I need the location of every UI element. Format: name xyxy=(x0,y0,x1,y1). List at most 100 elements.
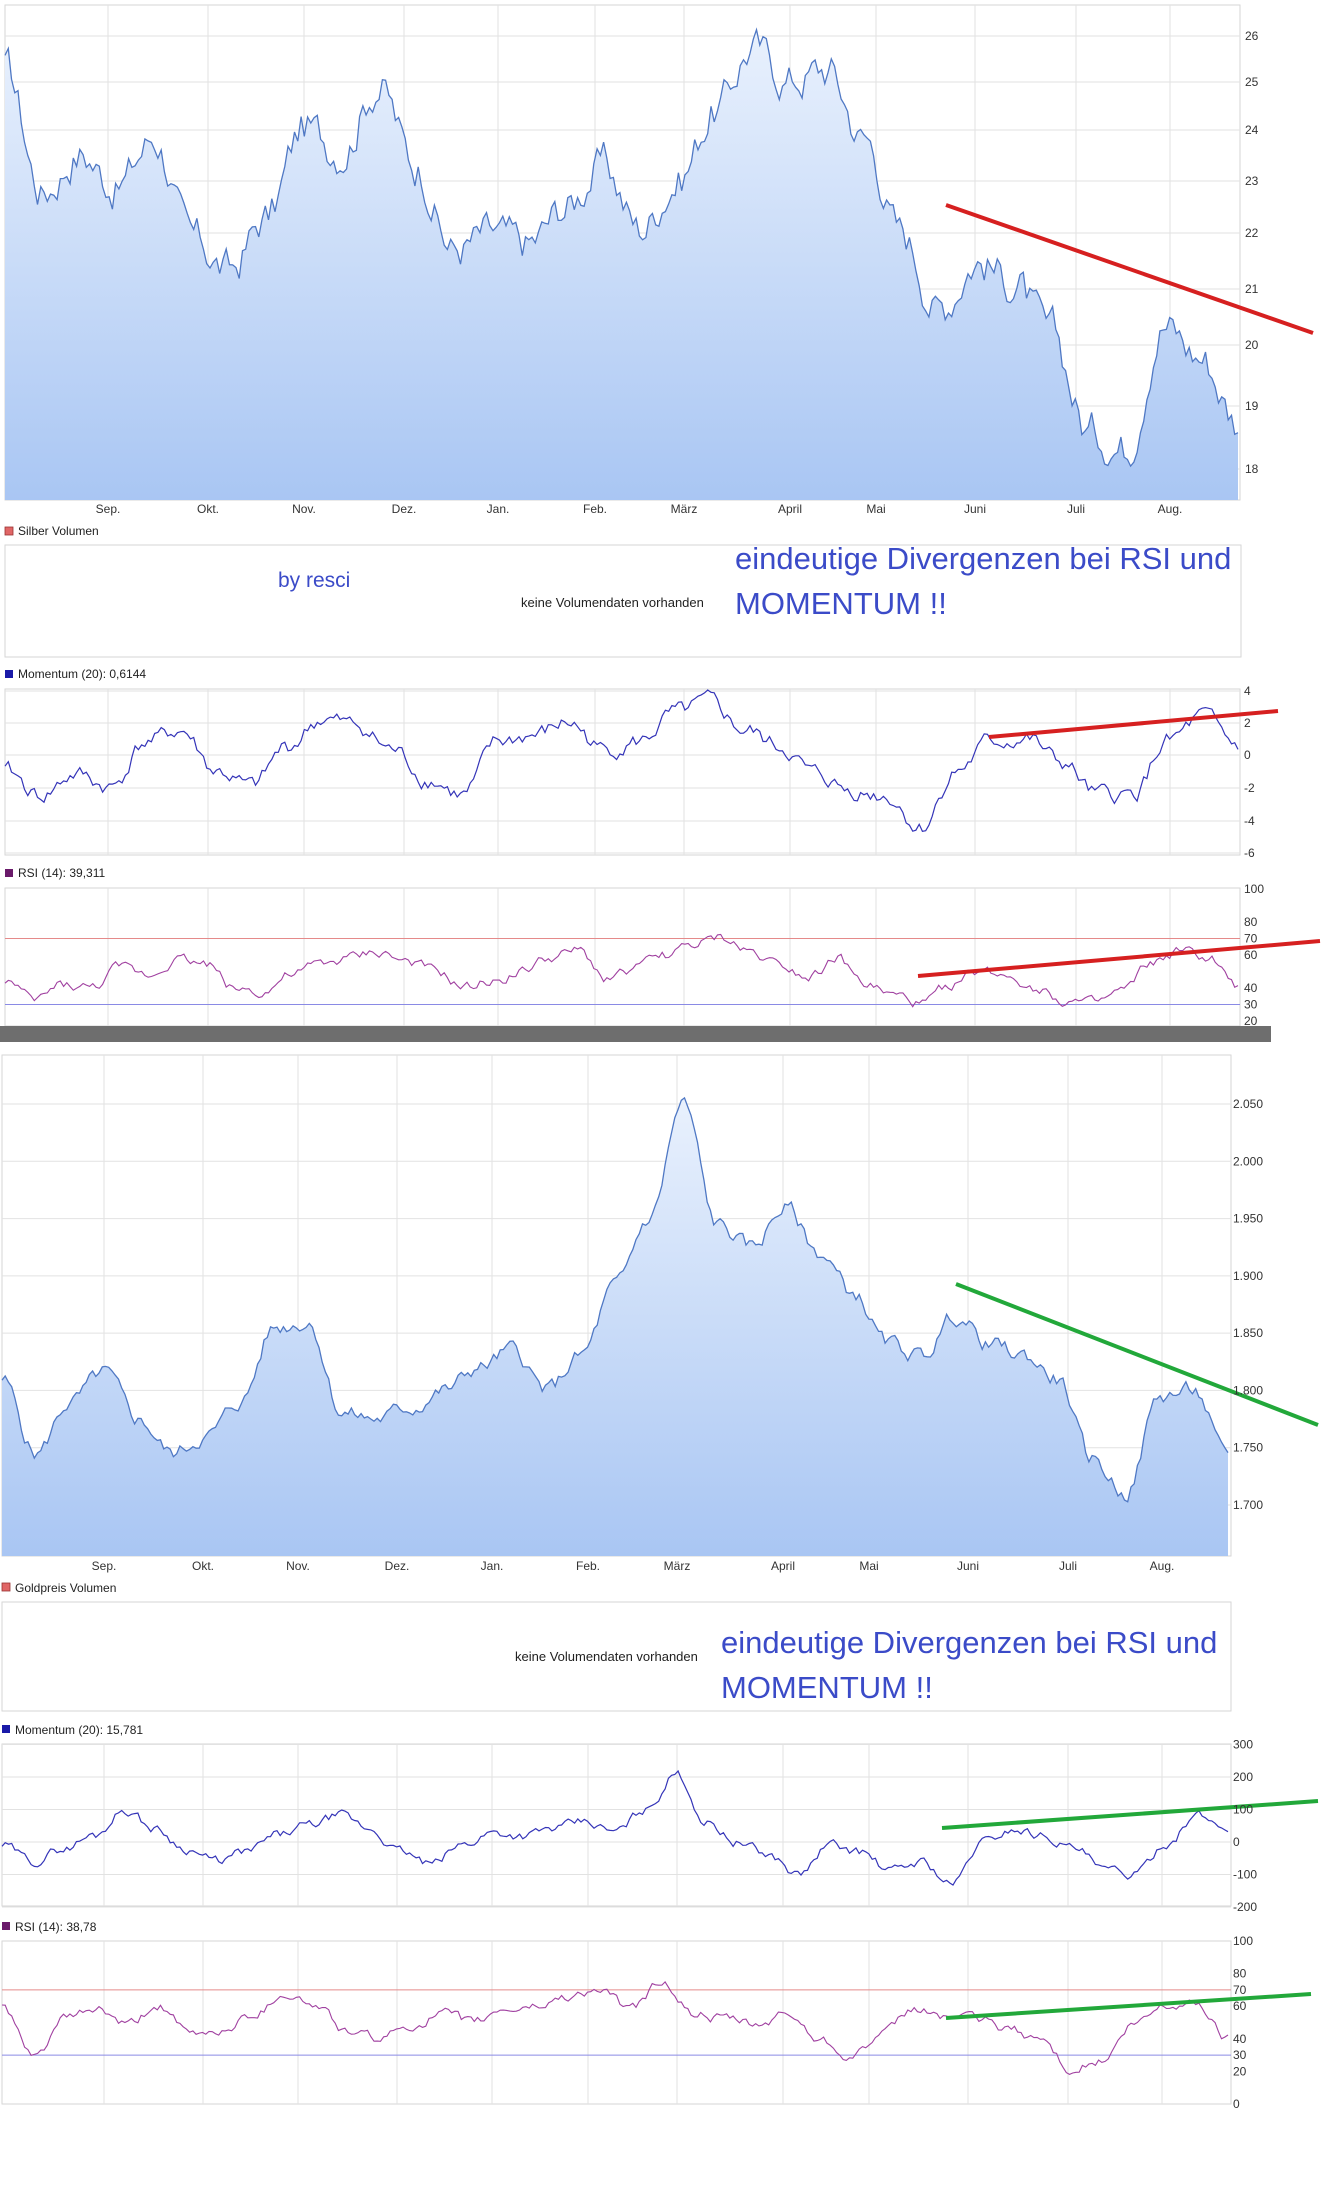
axis-tick-label: 1.800 xyxy=(1233,1383,1263,1397)
axis-tick-label: 70 xyxy=(1233,1983,1247,1997)
silver-price-panel xyxy=(4,4,1314,501)
silver-rsi-axis: 100 80 70 60 40 30 20 xyxy=(1244,882,1264,1028)
gold-volume-panel xyxy=(1,1601,1232,1712)
axis-tick-label: 30 xyxy=(1244,998,1258,1012)
silver-rsi-trendline xyxy=(917,939,1321,978)
gold-momentum-line xyxy=(1,1769,1229,1886)
silver-annotation-line2: MOMENTUM !! xyxy=(735,586,947,621)
month-tick-label: Okt. xyxy=(197,502,219,516)
axis-tick-label: 70 xyxy=(1244,932,1258,946)
axis-tick-label: -200 xyxy=(1233,1900,1257,1914)
axis-tick-label: 100 xyxy=(1233,1934,1253,1948)
gold-price-panel xyxy=(1,1054,1319,1557)
silver-momentum-line xyxy=(4,689,1239,832)
author-note: by resci xyxy=(278,569,350,592)
axis-tick-label: 18 xyxy=(1245,462,1259,476)
silver-rsi-panel xyxy=(4,887,1321,1027)
gold-rsi-axis: 100 80 70 60 40 30 20 0 xyxy=(1233,1934,1253,2111)
silver-rsi-label: RSI (14): 39,311 xyxy=(18,866,105,880)
silver-rsi-legend-swatch xyxy=(5,869,13,877)
gold-no-volume-text: keine Volumendaten vorhanden xyxy=(515,1649,698,1664)
plot-frame xyxy=(1,1743,1232,1907)
axis-tick-label: -100 xyxy=(1233,1868,1257,1882)
month-tick-label: Nov. xyxy=(286,1559,310,1573)
axis-tick-label: -4 xyxy=(1244,814,1255,828)
axis-tick-label: 40 xyxy=(1233,2032,1247,2046)
axis-tick-label: 80 xyxy=(1244,915,1258,929)
month-tick-label: April xyxy=(771,1559,795,1573)
month-tick-label: Jan. xyxy=(481,1559,504,1573)
axis-tick-label: 80 xyxy=(1233,1967,1247,1981)
month-tick-label: Feb. xyxy=(583,502,607,516)
axis-tick-label: 40 xyxy=(1244,981,1258,995)
silver-momentum-axis: 4 2 0 -2 -4 -6 xyxy=(1244,684,1255,860)
axis-tick-label: 20 xyxy=(1233,2064,1247,2078)
silver-no-volume-text: keine Volumendaten vorhanden xyxy=(521,595,704,610)
gold-volume-label: Goldpreis Volumen xyxy=(15,1581,116,1595)
gold-volume-legend-swatch xyxy=(1,1582,11,1592)
axis-tick-label: 23 xyxy=(1245,174,1259,188)
axis-tick-label: 0 xyxy=(1233,1835,1240,1849)
axis-tick-label: 25 xyxy=(1245,75,1259,89)
axis-tick-label: 200 xyxy=(1233,1770,1253,1784)
gold-rsi-trendline xyxy=(945,1992,1312,2020)
axis-tick-label: 60 xyxy=(1244,948,1258,962)
axis-tick-label: 1.850 xyxy=(1233,1326,1263,1340)
silver-price-axis: 26 25 24 23 22 21 20 19 18 xyxy=(1245,29,1259,476)
axis-tick-label: 1.950 xyxy=(1233,1212,1263,1226)
month-tick-label: Mai xyxy=(866,502,885,516)
plot-frame xyxy=(4,887,1241,1027)
axis-tick-label: 1.700 xyxy=(1233,1498,1263,1512)
silver-month-axis: Sep. Okt. Nov. Dez. Jan. Feb. März April Mai Juni… xyxy=(96,502,1183,516)
silver-momentum-legend-swatch xyxy=(5,670,13,678)
axis-tick-label: 21 xyxy=(1245,282,1259,296)
gold-price-axis: 2.050 2.000 1.950 1.900 1.850 1.800 1.750 1.700 xyxy=(1233,1097,1263,1512)
gold-rsi-line xyxy=(1,1981,1229,2076)
axis-tick-label: 300 xyxy=(1233,1738,1253,1752)
gold-momentum-legend-swatch xyxy=(2,1725,10,1733)
month-tick-label: Aug. xyxy=(1150,1559,1175,1573)
axis-tick-label: 22 xyxy=(1245,226,1259,240)
gold-momentum-panel xyxy=(1,1743,1319,1908)
axis-tick-label: 0 xyxy=(1233,2097,1240,2111)
month-tick-label: Okt. xyxy=(192,1559,214,1573)
axis-tick-label: 24 xyxy=(1245,123,1259,137)
month-tick-label: Juni xyxy=(964,502,986,516)
axis-tick-label: 4 xyxy=(1244,684,1251,698)
plot-frame xyxy=(1,1940,1232,2105)
month-tick-label: Mai xyxy=(859,1559,878,1573)
gold-momentum-trendline xyxy=(941,1799,1319,1830)
month-tick-label: Sep. xyxy=(96,502,121,516)
plot-frame xyxy=(4,688,1241,856)
axis-tick-label: 2.050 xyxy=(1233,1097,1263,1111)
month-tick-label: Dez. xyxy=(392,502,417,516)
silver-momentum-trendline xyxy=(988,709,1279,739)
silver-annotation-line1: eindeutige Divergenzen bei RSI und xyxy=(735,541,1231,576)
gold-rsi-legend-swatch xyxy=(2,1922,10,1930)
axis-tick-label: 19 xyxy=(1245,399,1259,413)
chart-separator xyxy=(0,1026,1271,1042)
axis-tick-label: 20 xyxy=(1244,1014,1258,1028)
axis-tick-label: -2 xyxy=(1244,781,1255,795)
axis-tick-label: 1.900 xyxy=(1233,1269,1263,1283)
silver-volume-label: Silber Volumen xyxy=(18,524,99,538)
axis-tick-label: 2.000 xyxy=(1233,1154,1263,1168)
gold-momentum-axis: 300 200 100 0 -100 -200 xyxy=(1233,1738,1257,1915)
silver-momentum-panel xyxy=(4,688,1279,856)
month-tick-label: März xyxy=(664,1559,691,1573)
silver-momentum-label: Momentum (20): 0,6144 xyxy=(18,667,146,681)
gold-price-area xyxy=(2,1097,1228,1556)
month-tick-label: Jan. xyxy=(487,502,510,516)
silver-rsi-line xyxy=(4,933,1239,1008)
month-tick-label: April xyxy=(778,502,802,516)
gold-month-axis: Sep. Okt. Nov. Dez. Jan. Feb. März April Mai Juni… xyxy=(92,1559,1175,1573)
gold-annotation-line1: eindeutige Divergenzen bei RSI und xyxy=(721,1625,1217,1660)
silver-price-trendline xyxy=(945,203,1314,335)
gold-price-trendline xyxy=(955,1282,1319,1427)
gold-rsi-label: RSI (14): 38,78 xyxy=(15,1920,97,1934)
month-tick-label: Juli xyxy=(1067,502,1085,516)
month-tick-label: Juli xyxy=(1059,1559,1077,1573)
axis-tick-label: -6 xyxy=(1244,846,1255,860)
silver-price-line xyxy=(4,27,1239,468)
